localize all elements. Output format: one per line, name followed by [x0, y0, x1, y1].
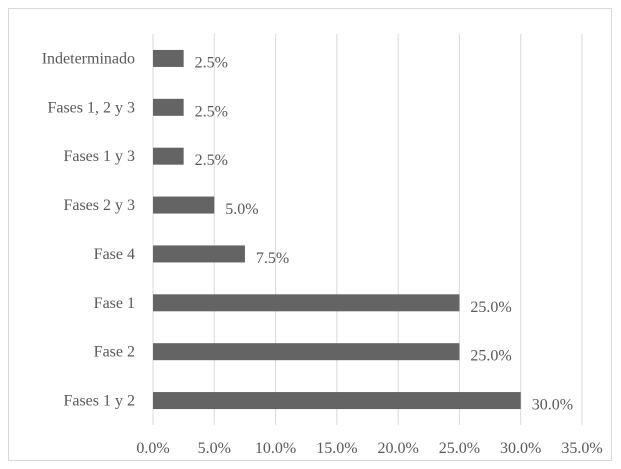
- x-tick-label: 20.0%: [377, 440, 418, 457]
- data-label: 2.5%: [195, 103, 228, 120]
- bar: [153, 98, 184, 116]
- x-tick-label: 15.0%: [316, 440, 357, 457]
- data-label: 30.0%: [532, 397, 573, 414]
- category-label: Fase 4: [94, 246, 135, 263]
- data-label: 5.0%: [225, 201, 258, 218]
- data-label: 25.0%: [470, 348, 511, 365]
- category-label: Fases 1 y 2: [63, 393, 135, 410]
- data-label: 25.0%: [470, 299, 511, 316]
- gridlines: [152, 34, 583, 425]
- data-label: 2.5%: [195, 54, 228, 71]
- x-tick-label: 30.0%: [500, 440, 541, 457]
- bar: [153, 147, 184, 165]
- category-label: Fases 1, 2 y 3: [47, 99, 135, 116]
- x-tick-label: 5.0%: [198, 440, 231, 457]
- x-tick-label: 0.0%: [136, 440, 169, 457]
- category-label: Fase 1: [94, 295, 135, 312]
- bar: [153, 49, 184, 67]
- category-label: Indeterminado: [42, 50, 135, 67]
- bars: [153, 49, 521, 410]
- bar: [153, 245, 245, 263]
- bar: [153, 294, 460, 312]
- chart-frame: [8, 8, 612, 461]
- bar: [153, 196, 215, 214]
- category-label: Fases 2 y 3: [63, 197, 135, 214]
- data-label: 2.5%: [195, 152, 228, 169]
- x-tick-label: 35.0%: [561, 440, 602, 457]
- data-label: 7.5%: [256, 250, 289, 267]
- x-tick-label: 25.0%: [439, 440, 480, 457]
- x-tick-label: 10.0%: [255, 440, 296, 457]
- category-label: Fases 1 y 3: [63, 148, 135, 165]
- bar: [153, 392, 521, 410]
- category-label: Fase 2: [94, 344, 135, 361]
- labels: 0.0% 5.0% 10.0% 15.0% 20.0% 25.0% 30.0% 35.0% In…: [42, 50, 603, 457]
- bar: [153, 343, 460, 361]
